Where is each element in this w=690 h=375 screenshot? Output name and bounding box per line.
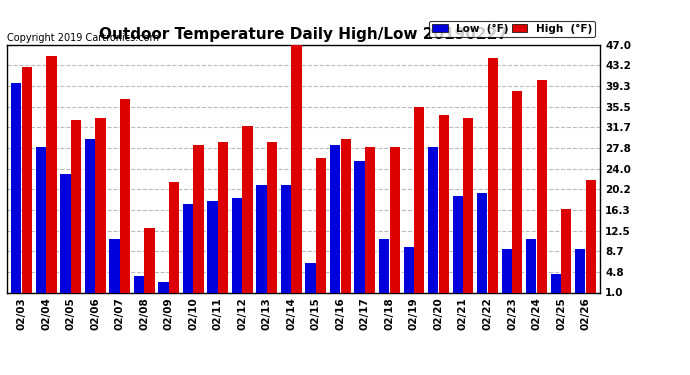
Bar: [85, 139, 95, 298]
Bar: [561, 209, 571, 298]
Bar: [551, 274, 561, 298]
Bar: [316, 158, 326, 298]
Bar: [232, 198, 242, 298]
Legend: Low  (°F), High  (°F): Low (°F), High (°F): [429, 21, 595, 37]
Bar: [512, 91, 522, 298]
Bar: [109, 239, 119, 298]
Bar: [453, 196, 463, 298]
Bar: [218, 142, 228, 298]
Bar: [21, 66, 32, 298]
Bar: [488, 58, 498, 298]
Bar: [36, 147, 46, 298]
Bar: [586, 180, 596, 298]
Bar: [379, 239, 389, 298]
Bar: [575, 249, 585, 298]
Bar: [158, 282, 168, 298]
Bar: [242, 126, 253, 298]
Bar: [439, 115, 449, 298]
Bar: [355, 160, 365, 298]
Bar: [404, 247, 414, 298]
Bar: [340, 139, 351, 298]
Bar: [95, 118, 106, 298]
Bar: [71, 120, 81, 298]
Bar: [193, 144, 204, 298]
Bar: [306, 263, 316, 298]
Bar: [11, 82, 21, 298]
Bar: [267, 142, 277, 298]
Bar: [291, 45, 302, 298]
Bar: [526, 239, 536, 298]
Bar: [428, 147, 438, 298]
Bar: [257, 185, 267, 298]
Bar: [365, 147, 375, 298]
Bar: [477, 193, 487, 298]
Bar: [537, 80, 547, 298]
Bar: [414, 107, 424, 298]
Title: Outdoor Temperature Daily High/Low 20190227: Outdoor Temperature Daily High/Low 20190…: [99, 27, 508, 42]
Bar: [330, 144, 340, 298]
Bar: [281, 185, 291, 298]
Text: Copyright 2019 Cartronics.com: Copyright 2019 Cartronics.com: [7, 33, 159, 42]
Bar: [134, 276, 144, 298]
Bar: [390, 147, 400, 298]
Bar: [46, 56, 57, 298]
Bar: [120, 99, 130, 298]
Bar: [60, 174, 70, 298]
Bar: [144, 228, 155, 298]
Bar: [169, 182, 179, 298]
Bar: [502, 249, 512, 298]
Bar: [463, 118, 473, 298]
Bar: [208, 201, 217, 298]
Bar: [183, 204, 193, 298]
